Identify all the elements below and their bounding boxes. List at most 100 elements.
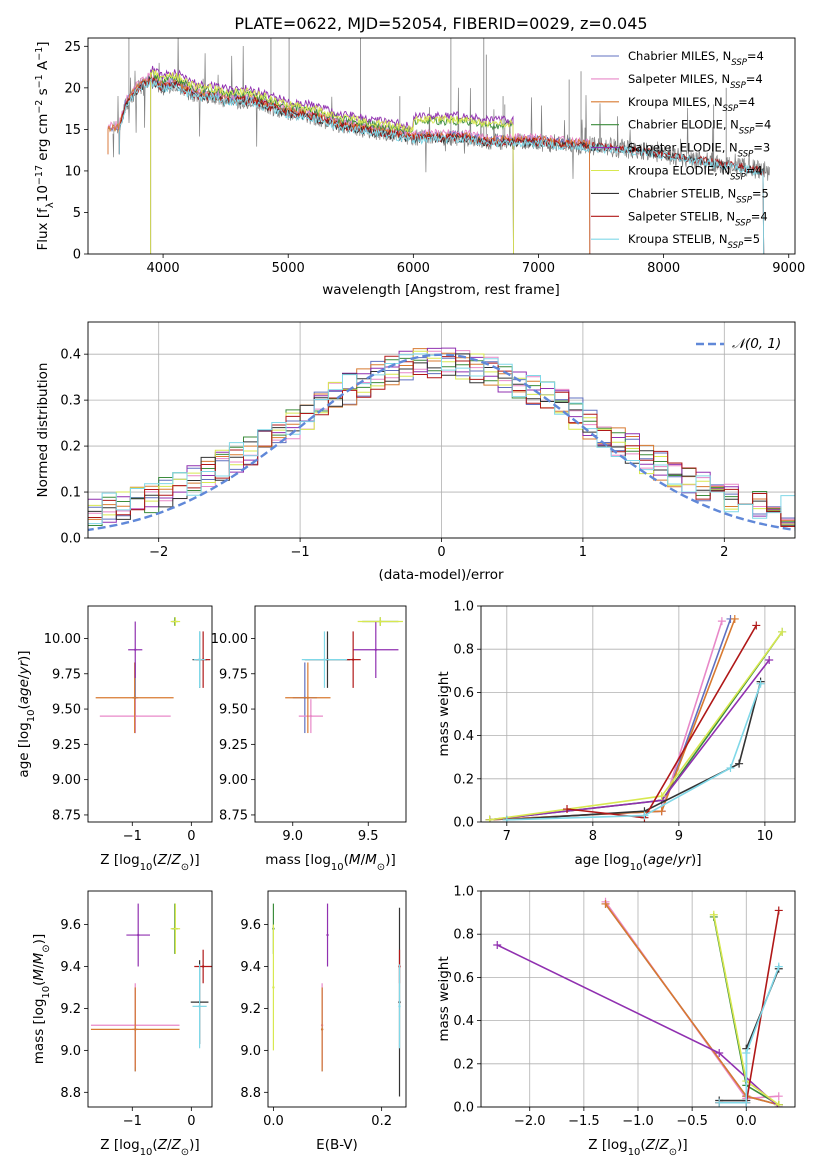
legend-tail: =4 bbox=[738, 95, 755, 109]
salpeter_stelib-point bbox=[345, 631, 361, 688]
plus-marker bbox=[774, 962, 783, 971]
salpeter_elodie-point bbox=[126, 903, 150, 967]
chabrier_miles-model-spectrum bbox=[107, 75, 591, 254]
plus-marker bbox=[726, 764, 735, 772]
kroupa_stelib-series bbox=[502, 679, 765, 822]
x-tick-label: 0 bbox=[437, 545, 445, 560]
legend-entry: Kroupa STELIB, NSSP=5 bbox=[628, 232, 760, 251]
y-tick-label: 9.0 bbox=[240, 1044, 261, 1059]
label-part: Z bbox=[157, 1137, 168, 1153]
y-tick-label: 0.2 bbox=[453, 772, 474, 787]
plus-marker bbox=[765, 656, 774, 664]
legend-sub: SSP bbox=[738, 150, 754, 160]
data-marker bbox=[198, 658, 201, 661]
legend-entry: Chabrier STELIB, NSSP=5 bbox=[628, 186, 769, 205]
data-marker bbox=[201, 965, 205, 968]
y-tick-label: 0.4 bbox=[60, 348, 81, 363]
label-part: )] bbox=[16, 650, 32, 661]
y-tick-label: 10.00 bbox=[44, 632, 81, 647]
label-part: ⊙ bbox=[377, 862, 385, 873]
legend-tail: =4 bbox=[747, 49, 764, 63]
kroupa_elodie-model-spectrum bbox=[150, 69, 514, 254]
y-axis-label: Flux [fλ10−17 erg cm−2 s−1 A−1] bbox=[34, 41, 56, 250]
plus-marker bbox=[485, 815, 494, 822]
y-axis-label: age [log10(age/yr)] bbox=[16, 650, 37, 777]
x-tick-label: −1.5 bbox=[568, 1114, 600, 1129]
plus-marker bbox=[563, 805, 572, 814]
plus-marker bbox=[778, 627, 787, 636]
series-line bbox=[566, 624, 757, 819]
residual-legend: 𝒩(0, 1) bbox=[696, 336, 781, 352]
axes-frame bbox=[254, 605, 407, 823]
y-tick-label: 9.2 bbox=[60, 1002, 81, 1017]
label-part: 10 bbox=[35, 185, 51, 202]
label-part: / bbox=[167, 1137, 172, 1153]
legend-tail: =5 bbox=[752, 186, 769, 200]
mass_vs_ebv-plot-area bbox=[272, 903, 401, 1097]
label-part: (data-model)/error bbox=[378, 567, 504, 583]
kroupa_elodie-point bbox=[170, 903, 181, 954]
y-tick-label: 1.0 bbox=[453, 600, 474, 615]
age_vs_Z-plot-area bbox=[95, 617, 211, 734]
y-tick-label: 9.50 bbox=[52, 703, 81, 718]
legend-sub: SSP bbox=[730, 81, 746, 91]
data-marker bbox=[133, 696, 136, 699]
x-tick-label: 8 bbox=[589, 829, 597, 844]
x-tick-label: 5000 bbox=[272, 261, 305, 276]
x-tick-label: 9000 bbox=[772, 261, 805, 276]
y-tick-label: 1.0 bbox=[453, 885, 474, 900]
y-tick-label: 20 bbox=[64, 81, 81, 96]
mass_vs_Z-plot-area bbox=[90, 903, 212, 1072]
plus-marker bbox=[774, 906, 783, 915]
label-part: ( bbox=[640, 1137, 645, 1153]
spectrum-plot-area bbox=[107, 38, 771, 254]
data-marker bbox=[272, 986, 275, 989]
plus-marker bbox=[756, 679, 765, 688]
plus-marker bbox=[774, 1092, 783, 1101]
label-part: −2 bbox=[34, 100, 45, 114]
label-part: erg cm bbox=[35, 114, 51, 165]
legend-entry: Kroupa MILES, NSSP=4 bbox=[628, 95, 755, 114]
plus-marker bbox=[735, 759, 744, 768]
legend-sub: SSP bbox=[739, 127, 755, 137]
label-part: E(B-V) bbox=[316, 1137, 358, 1153]
y-tick-label: 8.8 bbox=[60, 1086, 81, 1101]
label-part: Z [log bbox=[588, 1137, 627, 1153]
axes-frame bbox=[480, 605, 796, 823]
label-part: / bbox=[655, 1137, 660, 1153]
label-part: ] bbox=[35, 41, 51, 46]
residuals-panel: −2 −1 0 1 2 0.0 0.1 0.2 0.3 0.4 𝒩(0, 1) (data-model… bbox=[35, 321, 796, 583]
label-part: 10 bbox=[331, 862, 344, 873]
legend-text: Kroupa MILES, N bbox=[628, 95, 723, 109]
kroupa_elodie-point bbox=[357, 617, 403, 626]
label-part: )] bbox=[31, 934, 47, 945]
data-marker bbox=[379, 620, 382, 623]
kroupa_stelib-series bbox=[715, 962, 783, 1107]
y-tick-label: 5 bbox=[73, 206, 81, 221]
x-tick-label: −0.5 bbox=[676, 1114, 708, 1129]
mass_vs_ebv-panel: 0.0 0.2 8.8 9.0 9.2 9.4 9.6 E(B-V) bbox=[240, 890, 407, 1153]
x-tick-label: −1 bbox=[291, 545, 310, 560]
y-tick-label: 0.2 bbox=[453, 1057, 474, 1072]
plus-marker bbox=[742, 1098, 751, 1107]
salpeter_elodie-point bbox=[326, 903, 329, 967]
label-part: A bbox=[35, 60, 51, 74]
legend-tail: =4 bbox=[746, 164, 763, 178]
legend-text: Chabrier MILES, N bbox=[628, 49, 731, 63]
age_vs_mass-plot-area bbox=[285, 617, 403, 734]
legend-entry: Kroupa ELODIE, NSSP=4 bbox=[628, 164, 763, 183]
label-part: mass [log bbox=[31, 999, 47, 1065]
y-tick-label: 9.25 bbox=[52, 738, 81, 753]
plus-marker bbox=[657, 792, 666, 801]
legend-sub: SSP bbox=[730, 173, 746, 183]
label-part: ⊙ bbox=[181, 1147, 189, 1158]
y-tick-label: 0.4 bbox=[453, 729, 474, 744]
x-tick-label: 4000 bbox=[147, 261, 180, 276]
plus-marker bbox=[640, 811, 649, 820]
label-part: / bbox=[167, 852, 172, 868]
label-part: M bbox=[349, 852, 361, 868]
y-tick-label: 0.4 bbox=[453, 1014, 474, 1029]
y-axis-label: Normed distribution bbox=[35, 363, 51, 498]
legend-sub: SSP bbox=[723, 104, 739, 114]
label-part: Z bbox=[645, 1137, 656, 1153]
